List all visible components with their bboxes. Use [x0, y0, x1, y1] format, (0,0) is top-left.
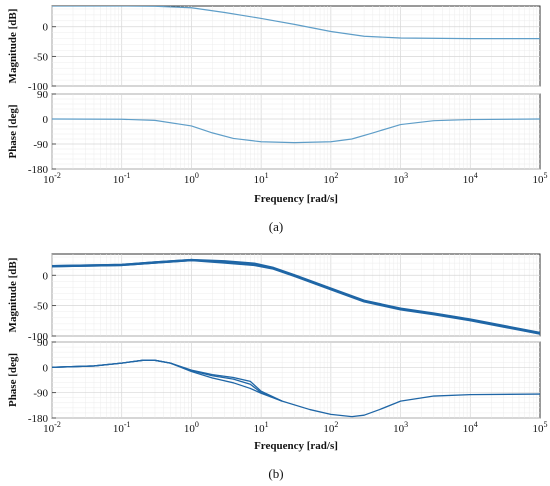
- x-tick-label: 101: [254, 171, 269, 186]
- caption-a: (a): [269, 219, 283, 234]
- x-tick-label: 10-1: [113, 420, 131, 435]
- x-tick-label: 103: [393, 171, 408, 186]
- caption-b: (b): [268, 466, 283, 481]
- panel-a-magnitude-plot: 0 -50 -100 Magnitude [dB]: [7, 5, 541, 93]
- x-tick-label: 103: [393, 420, 408, 435]
- plot-area: [51, 93, 541, 170]
- y-axis-label: Magnitude [dB]: [7, 9, 19, 84]
- y-tick-label: 0: [43, 22, 49, 34]
- x-tick-label: 10-2: [43, 420, 61, 435]
- x-tick-label: 100: [184, 420, 199, 435]
- series-line-1: [52, 6, 540, 40]
- y-axis-label: Phase [deg]: [7, 353, 19, 407]
- panel-a-x-axis-label: Frequency [rad/s]: [254, 193, 338, 205]
- x-tick-label: 10-2: [43, 171, 61, 186]
- y-tick-label: -50: [33, 51, 48, 63]
- y-tick-label: -180: [28, 413, 49, 425]
- x-tick-label: 102: [323, 171, 338, 186]
- plot-area: [51, 341, 541, 419]
- series-line-2: [52, 258, 540, 335]
- panel-b-phase-plot: 90 0 -90 -180 Phase [deg] 10-2 10-1 100 101 102 10…: [7, 337, 548, 435]
- x-tick-label: 104: [463, 171, 478, 186]
- x-tick-label: 105: [533, 171, 548, 186]
- x-tick-label: 10-1: [113, 171, 131, 186]
- x-tick-label: 104: [463, 420, 478, 435]
- y-tick-label: -90: [33, 139, 48, 151]
- y-tick-label: 0: [43, 270, 49, 282]
- plot-area: [51, 253, 541, 337]
- plot-area: [51, 5, 541, 87]
- x-tick-label: 102: [323, 420, 338, 435]
- series-line-3: [52, 359, 283, 402]
- x-tick-label: 101: [254, 420, 269, 435]
- y-tick-label: 0: [43, 362, 49, 374]
- y-tick-label: -50: [33, 301, 48, 313]
- y-tick-label: -90: [33, 388, 48, 400]
- y-tick-label: 90: [37, 337, 49, 349]
- panel-b-magnitude-plot: 0 -50 -100 Magnitude [dB]: [7, 253, 541, 343]
- y-axis-label: Magnitude [dB]: [7, 258, 19, 333]
- y-axis-label: Phase [deg]: [7, 104, 19, 158]
- y-tick-label: -100: [28, 331, 49, 343]
- panel-b-x-axis-label: Frequency [rad/s]: [254, 440, 338, 452]
- y-tick-label: -180: [28, 164, 49, 176]
- x-tick-label: 105: [533, 420, 548, 435]
- panel-a-phase-plot: 90 0 -90 -180 Phase [deg] 10-2 10-1 100 101 102 10…: [7, 89, 548, 186]
- y-tick-label: -100: [28, 81, 49, 93]
- y-tick-label: 0: [43, 114, 49, 126]
- x-tick-label: 100: [184, 171, 199, 186]
- series-line-1: [52, 118, 540, 144]
- y-tick-label: 90: [37, 89, 49, 101]
